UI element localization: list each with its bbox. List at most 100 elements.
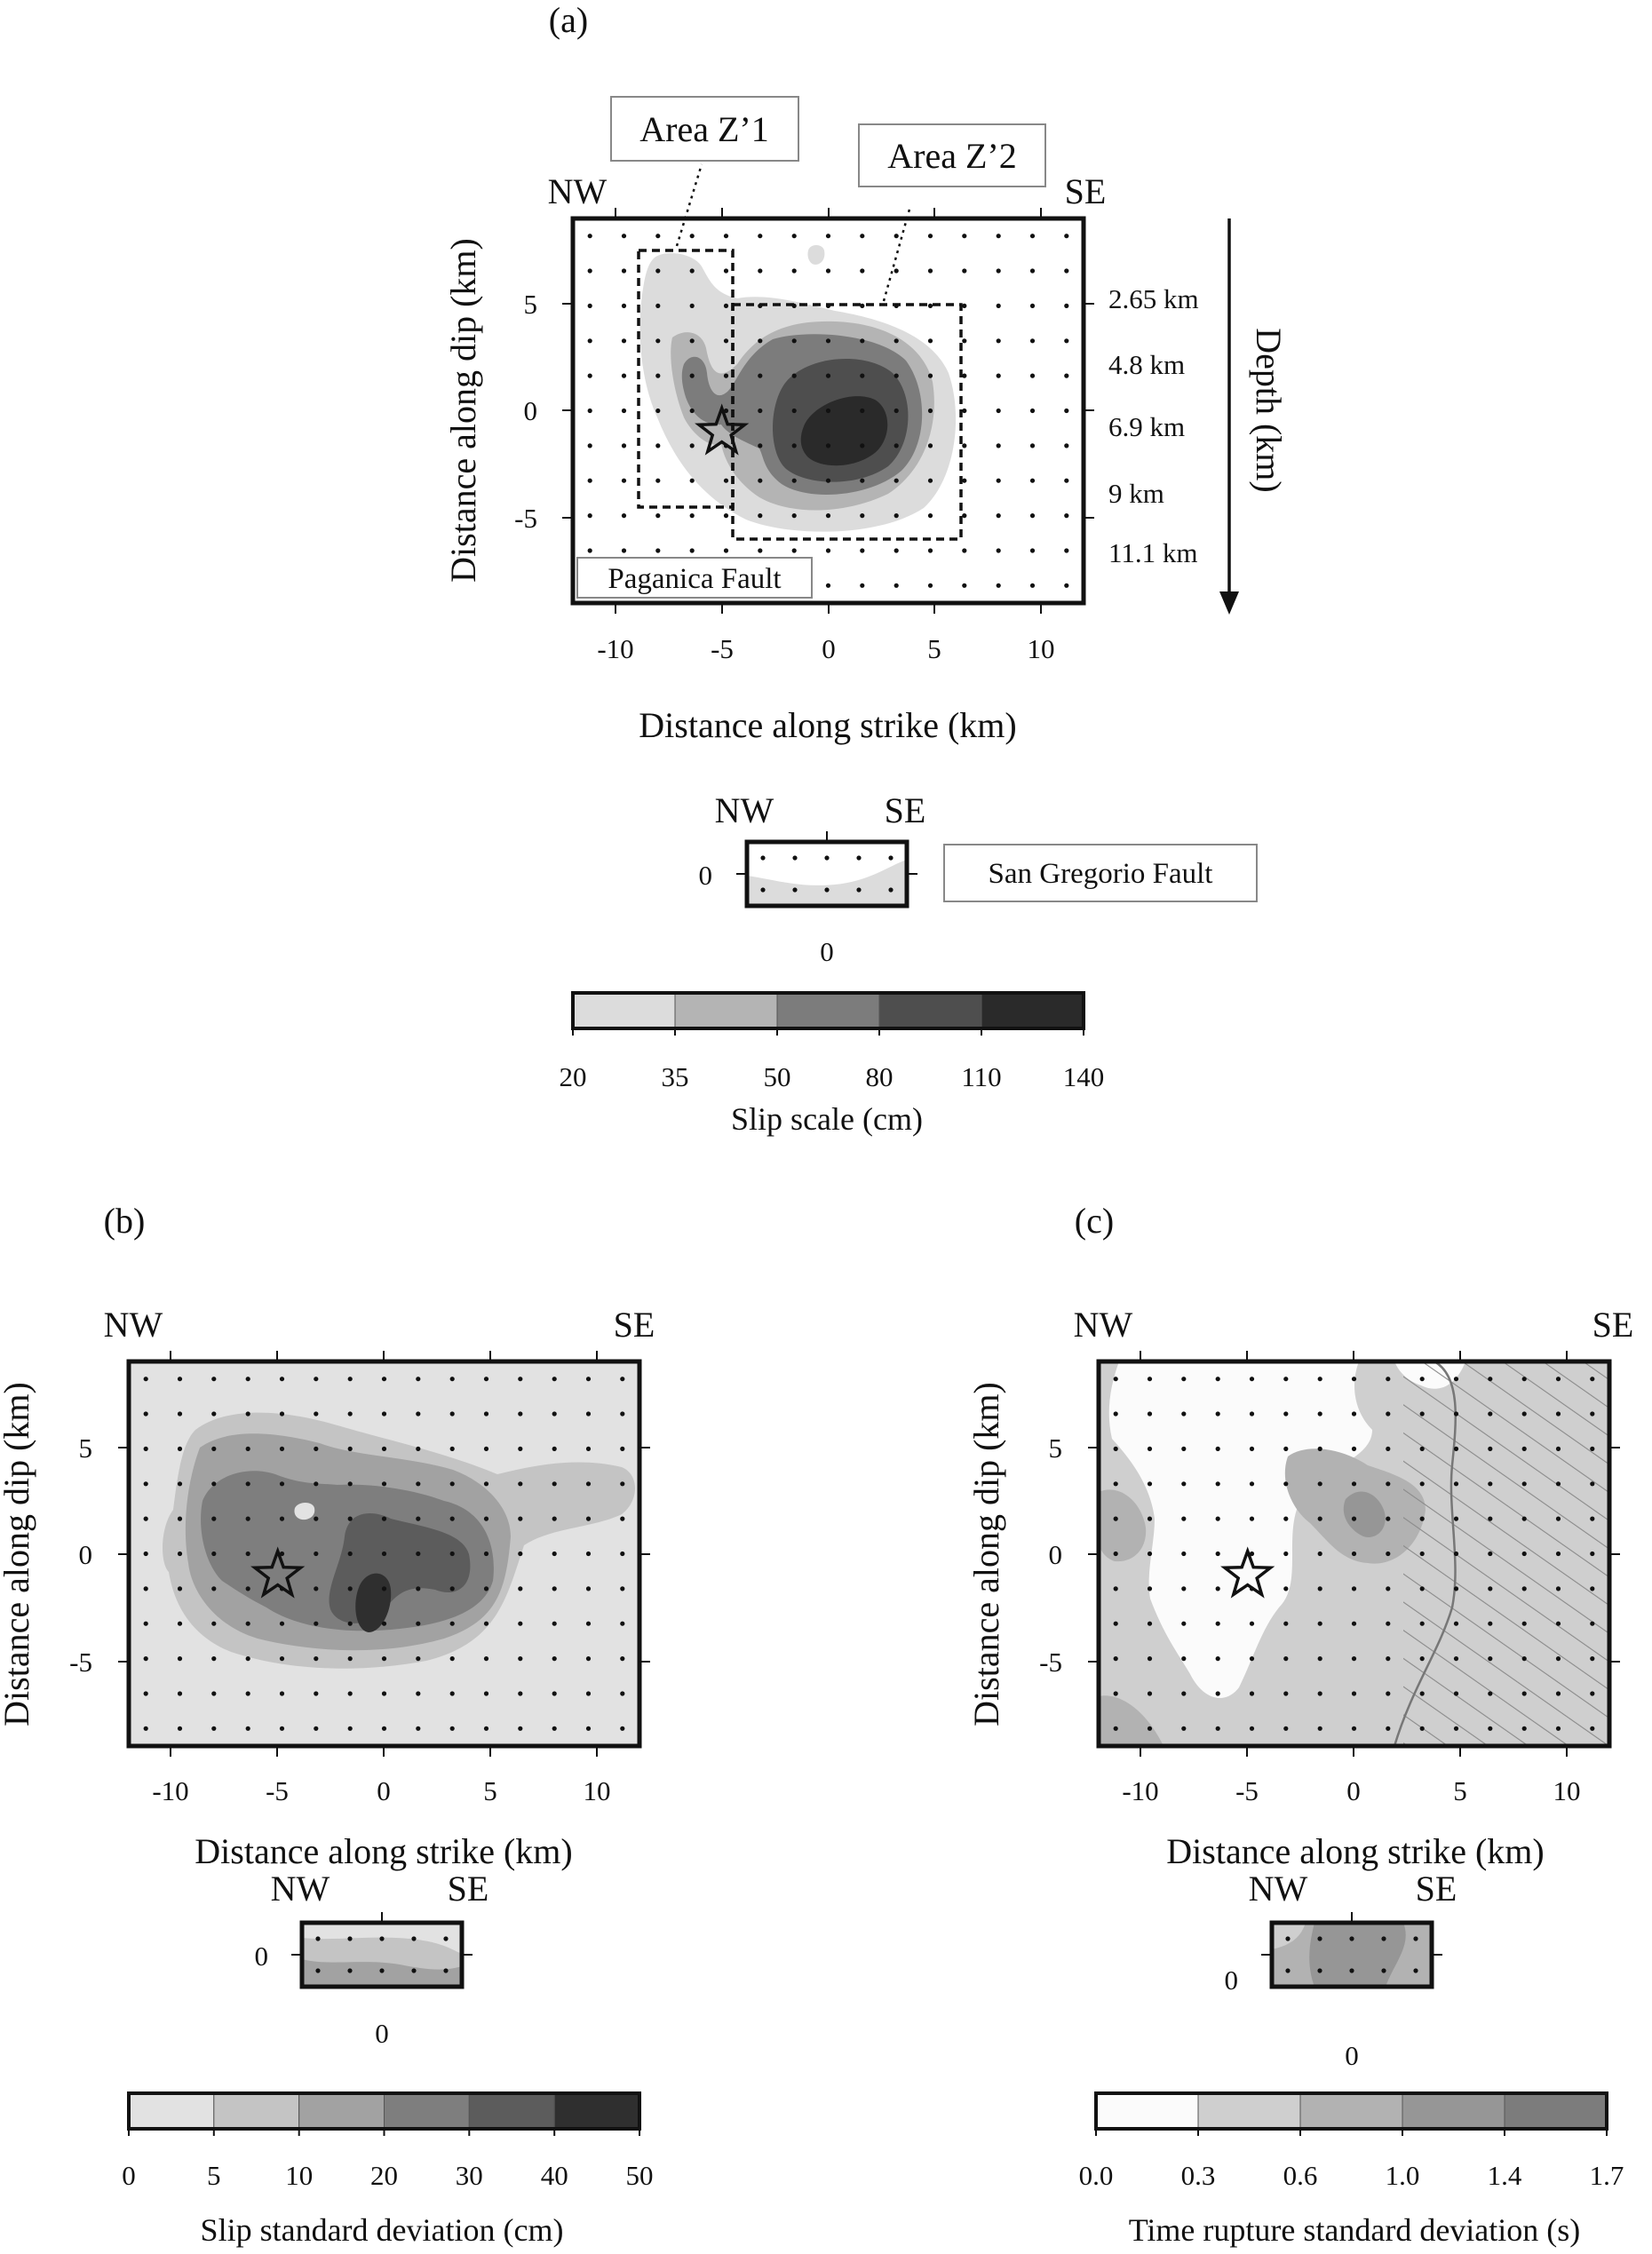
depth-arrow <box>1219 218 1239 615</box>
grid-dot <box>587 408 592 414</box>
grid-dot <box>1349 1936 1354 1941</box>
grid-dot <box>1215 1516 1220 1521</box>
grid-dot <box>1386 1656 1391 1662</box>
grid-dot <box>449 1551 455 1557</box>
panel-c-sub-dir-right: SE <box>1416 1869 1457 1909</box>
colorbar-tick-label: 5 <box>207 2160 221 2191</box>
grid-dot <box>621 478 627 483</box>
panel-c-x-tick-3: 0 <box>1346 1775 1361 1806</box>
grid-dot <box>1181 1621 1187 1626</box>
colorbar-tick-label: 20 <box>370 2160 398 2191</box>
grid-dot <box>416 1377 421 1382</box>
grid-dot <box>1590 1586 1595 1591</box>
colorbar-swatch <box>128 2092 215 2130</box>
colorbar-swatch <box>298 2092 385 2130</box>
grid-dot <box>347 1621 353 1626</box>
grid-dot <box>723 373 729 378</box>
grid-dot <box>483 1516 489 1521</box>
grid-dot <box>1249 1411 1255 1417</box>
grid-dot <box>620 1481 625 1487</box>
grid-dot <box>585 1656 592 1662</box>
grid-dot <box>347 1726 353 1731</box>
grid-dot <box>1349 1968 1354 1973</box>
colorbar-tick-label: 50 <box>764 1061 791 1092</box>
grid-dot <box>314 1621 319 1626</box>
grid-dot <box>689 548 695 553</box>
grid-dot <box>1113 1446 1118 1451</box>
panel-b-subplot-dots <box>315 1936 449 1973</box>
panel-b-colorbar-label: Slip standard deviation (cm) <box>201 2212 564 2248</box>
grid-dot <box>894 338 899 344</box>
grid-dot <box>1317 1656 1322 1662</box>
grid-dot <box>888 887 894 893</box>
grid-dot <box>347 1586 353 1591</box>
grid-dot <box>962 338 967 344</box>
grid-dot <box>587 234 592 239</box>
grid-dot <box>449 1446 455 1451</box>
c-hatched-region <box>1403 1361 1609 1746</box>
grid-dot <box>1555 1481 1561 1487</box>
grid-dot <box>1453 1481 1459 1487</box>
grid-dot <box>279 1551 285 1557</box>
grid-dot <box>587 338 592 344</box>
grid-dot <box>825 583 831 588</box>
grid-dot <box>962 234 967 239</box>
grid-dot <box>143 1586 148 1591</box>
grid-dot <box>758 513 763 519</box>
grid-dot <box>1351 1481 1357 1487</box>
grid-dot <box>245 1621 250 1626</box>
colorbar-tick-label: 50 <box>626 2160 654 2191</box>
grid-dot <box>894 268 899 274</box>
grid-dot <box>1181 1726 1187 1731</box>
panel-c-ticks <box>1088 1351 1620 1757</box>
grid-dot <box>927 478 933 483</box>
grid-dot <box>1351 1516 1357 1521</box>
grid-dot <box>1029 303 1036 308</box>
panel-b-sub-dir-left: NW <box>271 1869 330 1909</box>
grid-dot <box>1147 1551 1153 1557</box>
grid-dot <box>449 1691 455 1696</box>
b-contour-spot-2 <box>231 1510 262 1544</box>
grid-dot <box>620 1377 625 1382</box>
grid-dot <box>177 1656 183 1662</box>
grid-dot <box>1419 1481 1425 1487</box>
grid-dot <box>723 303 729 308</box>
grid-dot <box>723 234 729 239</box>
colorbar-tick-label: 140 <box>1063 1061 1105 1092</box>
grid-dot <box>1317 1691 1322 1696</box>
grid-dot <box>1521 1726 1527 1731</box>
grid-dot <box>1029 513 1036 519</box>
panel-b-x-tick-4: 5 <box>483 1775 497 1806</box>
grid-dot <box>1351 1551 1357 1557</box>
grid-dot <box>1419 1446 1425 1451</box>
grid-dot <box>1453 1411 1459 1417</box>
grid-dot <box>552 1726 557 1731</box>
grid-dot <box>279 1691 285 1696</box>
grid-dot <box>1317 1621 1322 1626</box>
grid-dot <box>860 408 865 414</box>
grid-dot <box>1249 1726 1255 1731</box>
grid-dot <box>621 234 627 239</box>
grid-dot <box>1413 1968 1418 1973</box>
grid-dot <box>411 1968 417 1973</box>
grid-dot <box>1521 1656 1527 1662</box>
grid-dot <box>1351 1586 1357 1591</box>
grid-dot <box>177 1621 183 1626</box>
grid-dot <box>996 548 1001 553</box>
grid-dot <box>552 1691 557 1696</box>
grid-dot <box>1317 1411 1322 1417</box>
grid-dot <box>143 1446 148 1451</box>
panel-c-x-tick-4: 5 <box>1453 1775 1467 1806</box>
grid-dot <box>1590 1726 1595 1731</box>
grid-dot <box>449 1656 455 1662</box>
grid-dot <box>1521 1516 1527 1521</box>
grid-dot <box>314 1377 319 1382</box>
colorbar-tick-label: 1.4 <box>1488 2160 1522 2191</box>
grid-dot <box>962 268 967 274</box>
grid-dot <box>621 268 627 274</box>
grid-dot <box>381 1586 387 1591</box>
grid-dot <box>587 513 592 519</box>
grid-dot <box>279 1377 285 1382</box>
grid-dot <box>1419 1621 1425 1626</box>
grid-dot <box>1113 1621 1118 1626</box>
